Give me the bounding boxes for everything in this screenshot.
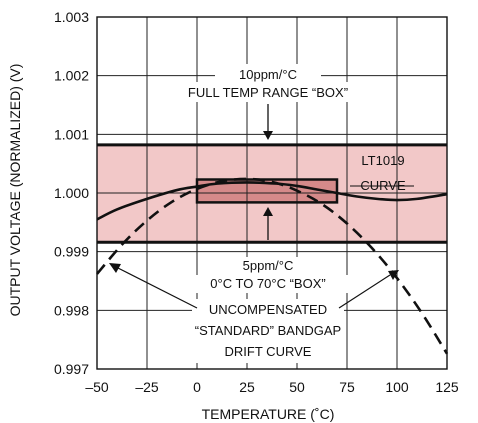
x-tick-label: 0	[193, 379, 201, 395]
y-tick-label: 1.000	[54, 185, 89, 201]
annot-full-box-line2: FULL TEMP RANGE “BOX”	[188, 85, 348, 100]
annot-full-box-arrowhead	[263, 131, 273, 140]
x-tick-label: 100	[385, 379, 409, 395]
annot-uncomp-arrow-left	[118, 268, 197, 308]
annot-uncomp-line1: UNCOMPENSATED	[209, 302, 327, 317]
x-tick-label: 50	[289, 379, 305, 395]
x-tick-label: 25	[239, 379, 255, 395]
annot-uncomp-line3: DRIFT CURVE	[225, 344, 312, 359]
x-axis-title: TEMPERATURE (˚C)	[202, 406, 335, 422]
x-tick-label: –25	[135, 379, 159, 395]
y-tick-label: 1.003	[54, 9, 89, 25]
annot-full-box-line1: 10ppm/°C	[239, 67, 297, 82]
y-tick-label: 0.997	[54, 361, 89, 377]
x-tick-label: 75	[339, 379, 355, 395]
y-tick-label: 1.001	[54, 126, 89, 142]
annot-uncomp-line2: “STANDARD” BANDGAP	[195, 323, 341, 338]
annot-lt1019-line1: LT1019	[361, 153, 404, 168]
y-tick-label: 0.998	[54, 302, 89, 318]
annot-small-box-line2: 0°C TO 70°C “BOX”	[210, 276, 325, 291]
y-tick-label: 1.002	[54, 68, 89, 84]
y-axis-title: OUTPUT VOLTAGE (NORMALIZED) (V)	[7, 64, 23, 317]
annot-small-box-line1: 5ppm/°C	[243, 258, 294, 273]
x-tick-label: –50	[85, 379, 109, 395]
x-tick-label: 125	[435, 379, 459, 395]
y-tick-label: 0.999	[54, 244, 89, 260]
